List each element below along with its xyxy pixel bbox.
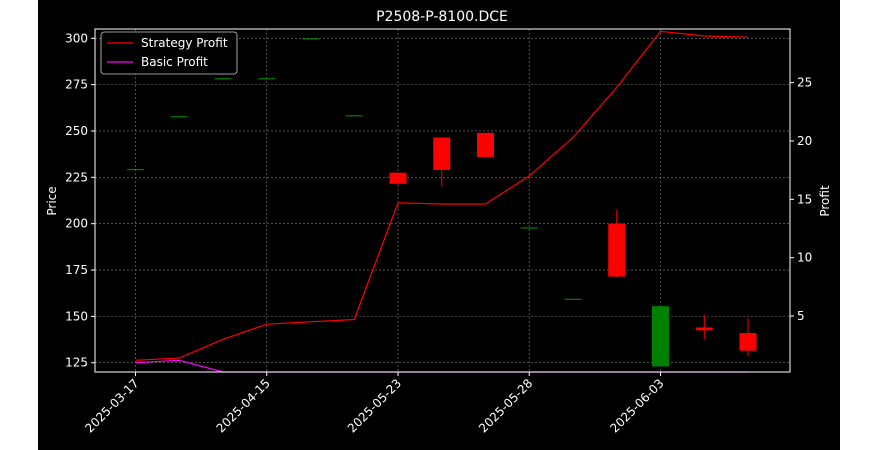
y-left-tick-label: 250 bbox=[65, 124, 88, 138]
candle-body bbox=[389, 172, 407, 184]
candle-body bbox=[739, 333, 757, 351]
y-right-tick-label: 25 bbox=[797, 76, 812, 90]
legend-box bbox=[100, 31, 238, 75]
candle-body bbox=[258, 78, 276, 80]
candle-body bbox=[695, 327, 713, 331]
y-axis-left-label: Price bbox=[45, 186, 59, 215]
y-left-tick-label: 200 bbox=[65, 217, 88, 231]
candle-body bbox=[477, 132, 494, 157]
y-left-tick-label: 300 bbox=[65, 31, 88, 45]
y-axis-right-label: Profit bbox=[818, 185, 832, 217]
legend: Strategy Profit Basic Profit bbox=[100, 31, 238, 75]
y-right-tick-label: 10 bbox=[797, 251, 812, 265]
candle-body bbox=[170, 116, 188, 118]
figure-dark-panel bbox=[38, 0, 840, 450]
candle-body bbox=[433, 137, 451, 170]
candle-body bbox=[608, 223, 626, 277]
candle-body bbox=[652, 306, 669, 367]
y-left-tick-label: 275 bbox=[65, 78, 88, 92]
y-right-tick-label: 15 bbox=[797, 192, 812, 206]
legend-label-strategy-profit: Strategy Profit bbox=[141, 36, 228, 50]
y-left-tick-label: 175 bbox=[65, 263, 88, 277]
y-left-tick-label: 150 bbox=[65, 309, 88, 323]
candle-body bbox=[127, 168, 144, 171]
candle-body bbox=[345, 115, 363, 117]
y-right-tick-label: 20 bbox=[797, 134, 812, 148]
strategy-profit-line bbox=[135, 30, 749, 361]
y-left-tick-label: 225 bbox=[65, 170, 88, 184]
plot-frame bbox=[94, 28, 791, 373]
candle-body bbox=[564, 298, 582, 300]
candle-body bbox=[520, 227, 538, 229]
y-left-tick-label: 125 bbox=[65, 356, 88, 370]
candlesticks bbox=[127, 38, 757, 367]
y-right-tick-label: 5 bbox=[797, 309, 805, 323]
chart-title: P2508-P-8100.DCE bbox=[376, 9, 508, 25]
candle-body bbox=[302, 38, 319, 40]
legend-label-basic-profit: Basic Profit bbox=[141, 55, 208, 69]
candle-body bbox=[214, 78, 232, 80]
